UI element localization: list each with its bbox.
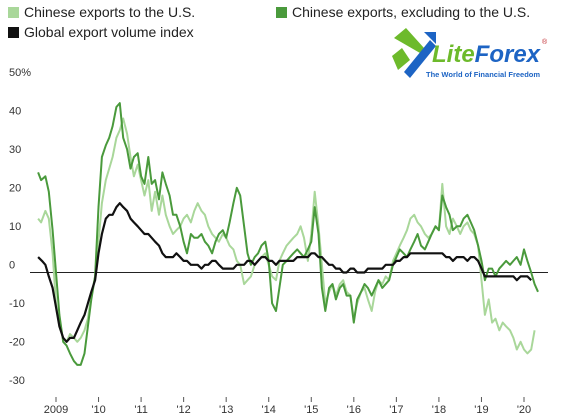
x-tick-label: '15 [304,404,318,416]
x-tick-label: '10 [91,404,105,416]
legend-item-exports-excl-us: Chinese exports, excluding to the U.S. [276,4,530,20]
liteforex-logo: LiteForex ® The World of Financial Freed… [392,28,548,79]
y-tick-label: -10 [9,298,25,310]
logo-tagline: The World of Financial Freedom [426,70,540,79]
x-tick-label: '13 [219,404,233,416]
series-line-exports-to-us [37,117,536,355]
x-tick-label: '12 [176,404,190,416]
x-tick-label: 2009 [44,404,68,416]
x-tick-label: '18 [432,404,446,416]
legend-label-global-volume: Global export volume index [24,24,194,40]
legend-label-exports-excl-us: Chinese exports, excluding to the U.S. [292,4,531,20]
y-tick-label: 30 [9,144,21,156]
y-tick-label: 10 [9,221,21,233]
x-axis: 2009 '10 '11 '12 '13 '14 '15 '16 '17 '18 '19 '20 [44,397,531,416]
legend-swatch-global-volume [8,26,19,38]
legend-item-exports-to-us: Chinese exports to the U.S. [8,4,195,20]
x-tick-label: '17 [389,404,403,416]
x-tick-label: '19 [474,404,488,416]
legend-swatch-exports-to-us [8,6,19,18]
x-tick-label: '14 [262,404,276,416]
y-tick-label: 20 [9,183,21,195]
series-line-exports-excl-us [37,102,539,366]
y-tick-label: 40 [9,106,21,118]
x-tick-label: '20 [517,404,531,416]
x-tick-label: '16 [347,404,361,416]
liteforex-logo-mark [392,28,436,78]
series-layer [37,102,539,366]
y-axis: 50% 40 30 20 10 0 -10 -20 -30 [9,67,31,387]
y-tick-label: 50% [9,67,31,79]
series-line-global-volume [37,202,532,343]
y-tick-label: -20 [9,337,25,349]
logo-registered-mark: ® [542,38,548,46]
y-tick-label: -30 [9,375,25,387]
legend-label-exports-to-us: Chinese exports to the U.S. [24,4,196,20]
x-tick-label: '11 [134,404,148,416]
legend-swatch-exports-excl-us [276,6,287,18]
logo-wordmark: LiteForex [432,41,542,68]
y-tick-label: 0 [9,260,15,272]
legend-item-global-volume: Global export volume index [8,24,194,40]
